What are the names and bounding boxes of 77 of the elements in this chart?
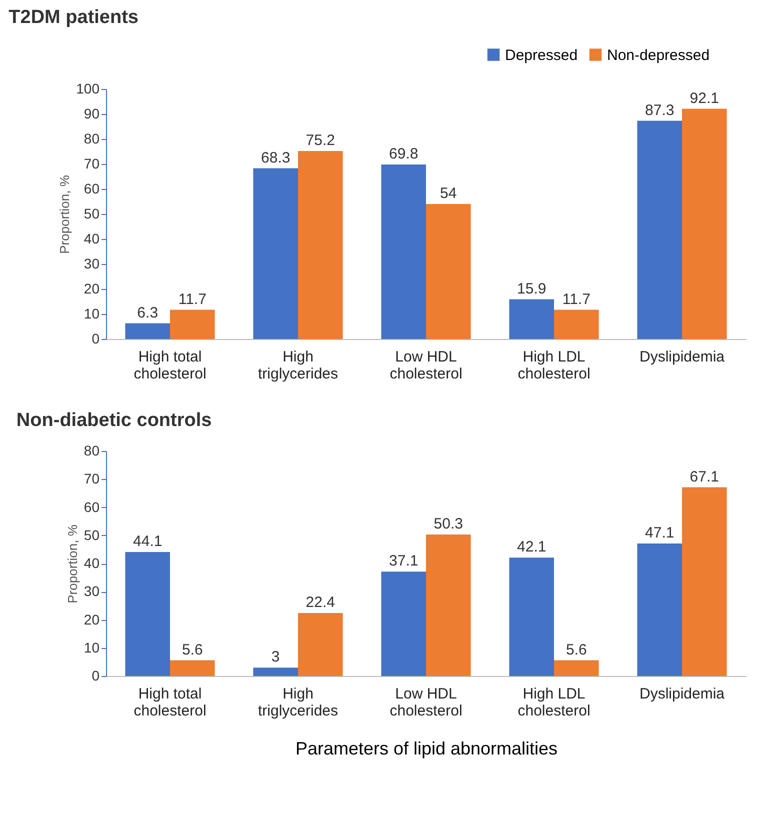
bar: [509, 299, 554, 339]
y-tick-label: 40: [84, 555, 100, 571]
x-tick-label: High triglycerides: [258, 686, 338, 720]
bar: [637, 544, 682, 676]
data-label: 69.8: [389, 146, 418, 162]
data-label: 87.3: [645, 102, 674, 119]
data-label: 54: [440, 185, 457, 202]
data-label: 67.1: [690, 468, 719, 486]
y-tick-label: 70: [84, 156, 100, 172]
y-tick-label: 60: [84, 498, 100, 515]
bar: [426, 204, 471, 339]
data-label: 92.1: [690, 90, 719, 107]
y-tick-label: 30: [84, 583, 100, 600]
data-label: 68.3: [261, 149, 290, 166]
y-tick-label: 50: [84, 206, 100, 222]
data-label: 5.6: [182, 641, 203, 658]
y-tick-label: 10: [84, 639, 100, 656]
data-label: 11.7: [178, 290, 206, 308]
y-tick-label: 30: [84, 256, 100, 272]
bar: [125, 552, 170, 676]
y-tick-label: 10: [84, 306, 100, 322]
y-tick-label: 60: [84, 180, 100, 196]
bar: [682, 108, 727, 339]
y-tick-label: 100: [76, 80, 100, 96]
y-tick-label: 50: [84, 526, 100, 543]
bar: [253, 168, 298, 339]
chart-title: T2DM patients: [8, 7, 138, 28]
bar: [637, 120, 682, 339]
y-tick-label: 0: [92, 668, 100, 684]
data-label: 3: [271, 648, 280, 666]
bar: [554, 660, 599, 676]
data-label: 47.1: [645, 524, 674, 542]
x-tick-label: High triglycerides: [258, 348, 338, 382]
data-label: 44.1: [133, 532, 162, 550]
y-tick-label: 20: [84, 280, 100, 296]
data-label: 42.1: [517, 538, 546, 556]
data-label: 5.6: [566, 641, 587, 658]
x-tick-label: Dyslipidemia: [639, 348, 726, 366]
bar: [170, 310, 215, 339]
data-label: 11.7: [562, 290, 590, 308]
bar: [298, 613, 343, 676]
chart-title: Non-diabetic controls: [16, 410, 212, 431]
x-tick-label: Low HDL cholesterol: [390, 686, 462, 720]
legend-label: Depressed: [505, 46, 578, 64]
bar: [298, 151, 343, 339]
data-label: 15.9: [517, 280, 546, 298]
bar: [170, 660, 215, 676]
x-tick-label: High LDL cholesterol: [518, 348, 590, 382]
y-tick-label: 40: [84, 230, 100, 246]
x-tick-label: High LDL cholesterol: [518, 686, 590, 720]
bar: [554, 310, 599, 339]
data-label: 6.3: [137, 304, 158, 322]
bar: [381, 164, 426, 339]
bar: [682, 487, 727, 676]
x-tick-label: Low HDL cholesterol: [390, 348, 462, 382]
y-tick-label: 0: [92, 330, 100, 346]
bar: [426, 534, 471, 676]
data-label: 22.4: [306, 594, 335, 611]
y-tick-label: 70: [84, 470, 100, 487]
bar: [253, 668, 298, 676]
x-tick-label: Dyslipidemia: [639, 686, 726, 702]
x-axis-title: Parameters of lipid abnormalities: [295, 738, 558, 758]
bar: [509, 558, 554, 676]
y-tick-label: 80: [84, 130, 100, 146]
x-tick-label: High total cholesterol: [134, 348, 206, 382]
y-tick-label: 80: [84, 442, 100, 458]
data-label: 50.3: [434, 516, 463, 533]
y-axis-title: Proportion, %: [64, 524, 80, 604]
legend-label: Non-depressed: [607, 46, 710, 64]
y-tick-label: 20: [84, 611, 100, 628]
x-tick-label: High total cholesterol: [134, 686, 206, 720]
y-tick-label: 90: [84, 106, 100, 122]
bar: [125, 323, 170, 339]
data-label: 37.1: [389, 552, 418, 570]
data-label: 75.2: [306, 132, 335, 149]
y-axis-title: Proportion, %: [57, 174, 72, 254]
bar: [381, 572, 426, 676]
